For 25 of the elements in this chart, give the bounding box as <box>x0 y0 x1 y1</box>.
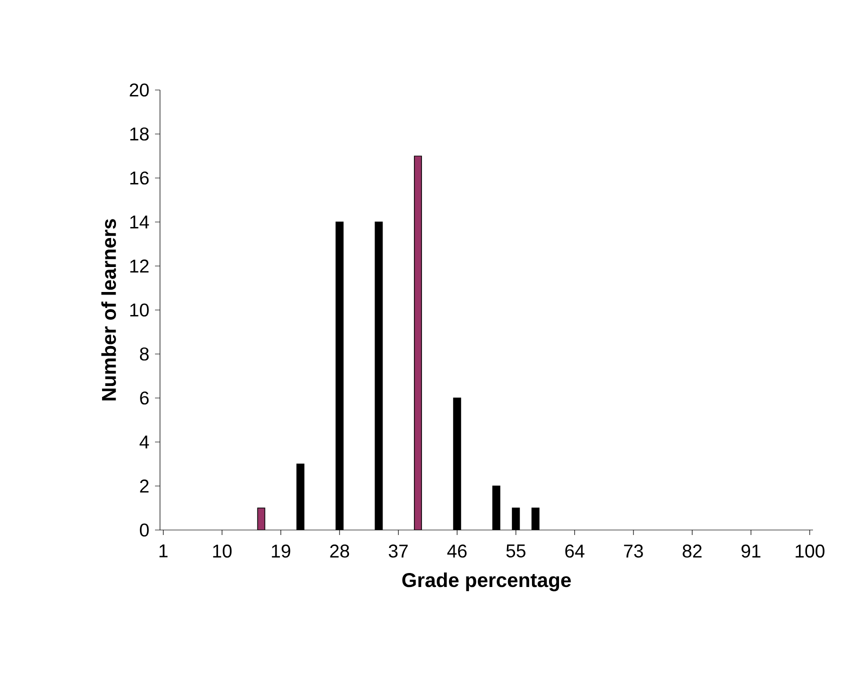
y-tick-label: 0 <box>140 523 149 537</box>
y-axis-title: Number of learners <box>101 219 116 400</box>
y-tick-label: 10 <box>130 303 149 317</box>
y-tick-label: 18 <box>130 127 149 141</box>
x-tick-label: 55 <box>506 544 526 558</box>
x-tick-label: 64 <box>565 544 584 558</box>
y-tick-label: 2 <box>140 480 149 492</box>
y-tick-label: 16 <box>130 171 149 185</box>
y-tick-label: 4 <box>140 436 149 448</box>
x-tick-label: 91 <box>742 544 760 558</box>
x-tick-label: 37 <box>388 544 408 558</box>
x-tick-label: 28 <box>330 544 350 558</box>
y-tick-label: 20 <box>130 83 149 97</box>
x-tick-label: 19 <box>272 544 290 558</box>
y-tick-label: 8 <box>140 347 149 361</box>
x-tick-label: 1 <box>160 544 168 558</box>
y-tick-label: 14 <box>130 216 149 228</box>
x-tick-label: 10 <box>213 544 232 558</box>
x-axis-title: Grade percentage <box>402 572 571 592</box>
x-tick-label: 46 <box>447 544 467 558</box>
x-tick-label: 82 <box>682 544 702 558</box>
x-tick-label: 73 <box>624 544 643 558</box>
y-tick-label: 12 <box>130 260 149 272</box>
x-tick-label: 100 <box>796 544 824 558</box>
y-tick-label: 6 <box>140 391 149 405</box>
